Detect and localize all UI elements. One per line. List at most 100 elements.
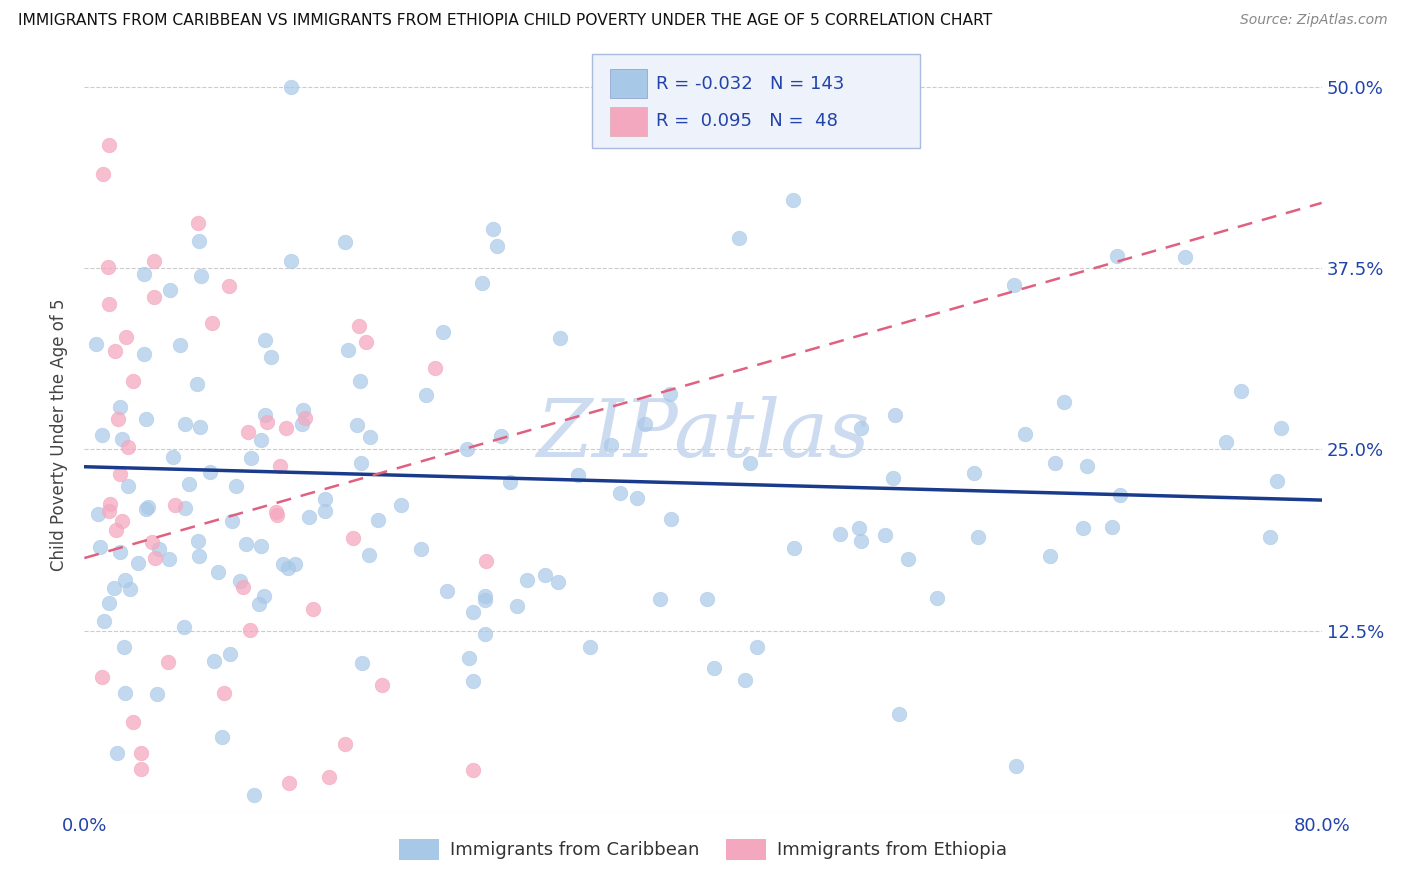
Point: [187, 549, 209, 564]
Point: [114, 686, 136, 700]
Point: [485, 239, 508, 253]
Point: [232, 580, 254, 594]
Point: [117, 479, 139, 493]
Point: [141, 535, 163, 549]
Point: [98, 497, 121, 511]
Point: [198, 466, 221, 480]
Point: [349, 318, 371, 333]
Point: [163, 498, 186, 512]
Point: [728, 231, 751, 245]
Point: [346, 418, 368, 433]
Point: [187, 533, 209, 548]
Point: [280, 253, 302, 268]
Point: [188, 420, 211, 434]
Point: [1002, 278, 1025, 293]
Point: [461, 673, 484, 688]
Point: [253, 408, 276, 422]
Point: [333, 737, 356, 751]
Point: [218, 278, 240, 293]
Point: [219, 648, 242, 662]
Point: [533, 567, 555, 582]
Point: [173, 417, 195, 431]
Point: [200, 317, 222, 331]
Point: [91, 669, 114, 683]
Point: [461, 605, 484, 619]
Point: [132, 347, 155, 361]
Text: ZIPatlas: ZIPatlas: [536, 396, 870, 474]
Point: [253, 589, 276, 603]
Point: [550, 331, 572, 345]
Point: [314, 491, 336, 506]
Point: [659, 512, 682, 526]
Point: [409, 542, 432, 557]
Point: [266, 505, 288, 519]
Point: [489, 428, 512, 442]
Point: [212, 686, 235, 700]
Point: [98, 596, 121, 610]
Point: [745, 640, 768, 655]
Point: [882, 471, 904, 485]
Point: [107, 411, 129, 425]
Point: [93, 614, 115, 628]
Point: [432, 326, 454, 340]
Point: [783, 541, 806, 555]
Point: [105, 746, 128, 760]
Point: [143, 550, 166, 565]
Point: [108, 400, 131, 414]
Point: [474, 593, 496, 607]
Point: [848, 521, 870, 535]
Point: [187, 216, 209, 230]
Point: [278, 776, 301, 790]
Point: [318, 770, 340, 784]
Point: [658, 387, 681, 401]
Point: [889, 706, 911, 721]
Point: [179, 477, 201, 491]
Point: [132, 267, 155, 281]
Y-axis label: Child Poverty Under the Age of 5: Child Poverty Under the Age of 5: [51, 299, 69, 571]
Point: [260, 350, 283, 364]
Point: [146, 687, 169, 701]
Point: [135, 502, 157, 516]
Point: [1043, 456, 1066, 470]
Point: [97, 297, 120, 311]
Point: [1265, 474, 1288, 488]
Point: [110, 467, 132, 481]
Point: [1073, 521, 1095, 535]
Point: [97, 260, 120, 275]
Point: [849, 533, 872, 548]
Point: [114, 329, 136, 343]
Point: [174, 500, 197, 515]
Text: R =  0.095   N =  48: R = 0.095 N = 48: [657, 112, 838, 130]
Point: [547, 575, 569, 590]
Point: [118, 582, 141, 597]
Point: [266, 508, 288, 522]
Point: [457, 651, 479, 665]
Point: [91, 427, 114, 442]
Point: [482, 221, 505, 235]
Point: [202, 654, 225, 668]
Point: [103, 582, 125, 596]
Point: [157, 655, 180, 669]
Point: [108, 545, 131, 559]
Point: [1101, 519, 1123, 533]
Point: [89, 540, 111, 554]
Point: [104, 343, 127, 358]
Point: [157, 551, 180, 566]
Point: [474, 626, 496, 640]
Point: [135, 411, 157, 425]
Point: [626, 491, 648, 505]
Point: [966, 530, 988, 544]
Point: [1076, 459, 1098, 474]
Point: [284, 557, 307, 571]
Point: [186, 377, 208, 392]
Point: [423, 361, 446, 376]
Point: [117, 440, 139, 454]
Point: [359, 548, 381, 562]
Point: [474, 590, 496, 604]
Point: [207, 566, 229, 580]
Point: [599, 438, 621, 452]
Point: [356, 335, 378, 350]
Point: [436, 583, 458, 598]
Point: [247, 597, 270, 611]
Point: [239, 624, 262, 638]
